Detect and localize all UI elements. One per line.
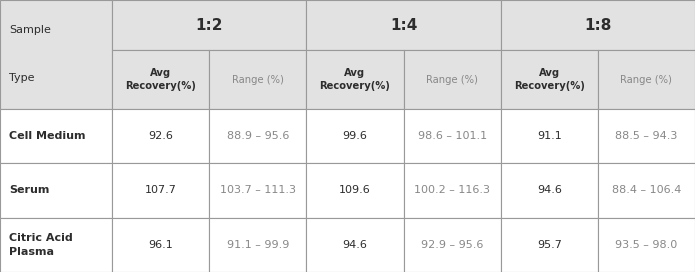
- Bar: [598, 163, 695, 218]
- Text: Avg
Recovery(%): Avg Recovery(%): [125, 68, 196, 91]
- Bar: [209, 163, 306, 218]
- Bar: [500, 218, 598, 272]
- Text: Citric Acid
Plasma: Citric Acid Plasma: [9, 233, 73, 257]
- Bar: [404, 50, 500, 109]
- Bar: [306, 109, 404, 163]
- Bar: [306, 218, 404, 272]
- Bar: [500, 109, 598, 163]
- Text: Type: Type: [9, 73, 35, 83]
- Text: 109.6: 109.6: [339, 186, 371, 195]
- Bar: [209, 218, 306, 272]
- Bar: [209, 50, 306, 109]
- Text: 92.6: 92.6: [148, 131, 173, 141]
- Text: 1:2: 1:2: [195, 18, 223, 33]
- Bar: [0, 0, 112, 109]
- Text: 92.9 – 95.6: 92.9 – 95.6: [421, 240, 483, 250]
- Text: 94.6: 94.6: [537, 186, 562, 195]
- Bar: [306, 0, 500, 50]
- Text: Serum: Serum: [9, 186, 49, 195]
- Text: 88.4 – 106.4: 88.4 – 106.4: [612, 186, 681, 195]
- Bar: [0, 109, 112, 163]
- Text: 91.1 – 99.9: 91.1 – 99.9: [227, 240, 289, 250]
- Text: 88.5 – 94.3: 88.5 – 94.3: [615, 131, 678, 141]
- Bar: [500, 50, 598, 109]
- Bar: [112, 218, 209, 272]
- Text: 100.2 – 116.3: 100.2 – 116.3: [414, 186, 490, 195]
- Text: 88.9 – 95.6: 88.9 – 95.6: [227, 131, 289, 141]
- Text: Avg
Recovery(%): Avg Recovery(%): [514, 68, 584, 91]
- Bar: [500, 163, 598, 218]
- Bar: [404, 109, 500, 163]
- Bar: [500, 0, 695, 50]
- Bar: [112, 109, 209, 163]
- Bar: [306, 50, 404, 109]
- Bar: [112, 50, 209, 109]
- Text: Range (%): Range (%): [426, 75, 478, 85]
- Text: Range (%): Range (%): [232, 75, 284, 85]
- Bar: [0, 218, 112, 272]
- Bar: [404, 163, 500, 218]
- Text: Avg
Recovery(%): Avg Recovery(%): [320, 68, 391, 91]
- Text: 1:8: 1:8: [584, 18, 612, 33]
- Text: Range (%): Range (%): [621, 75, 672, 85]
- Text: 93.5 – 98.0: 93.5 – 98.0: [615, 240, 678, 250]
- Text: Sample: Sample: [9, 26, 51, 35]
- Bar: [306, 163, 404, 218]
- Bar: [0, 163, 112, 218]
- Bar: [404, 218, 500, 272]
- Text: 94.6: 94.6: [343, 240, 368, 250]
- Text: 103.7 – 111.3: 103.7 – 111.3: [220, 186, 296, 195]
- Text: 96.1: 96.1: [148, 240, 173, 250]
- Bar: [598, 109, 695, 163]
- Text: Cell Medium: Cell Medium: [9, 131, 85, 141]
- Text: 99.6: 99.6: [343, 131, 368, 141]
- Text: 107.7: 107.7: [145, 186, 177, 195]
- Bar: [598, 218, 695, 272]
- Text: 95.7: 95.7: [537, 240, 562, 250]
- Text: 1:4: 1:4: [390, 18, 417, 33]
- Text: 91.1: 91.1: [537, 131, 562, 141]
- Text: 98.6 – 101.1: 98.6 – 101.1: [418, 131, 486, 141]
- Bar: [209, 109, 306, 163]
- Bar: [598, 50, 695, 109]
- Bar: [112, 163, 209, 218]
- Bar: [112, 0, 306, 50]
